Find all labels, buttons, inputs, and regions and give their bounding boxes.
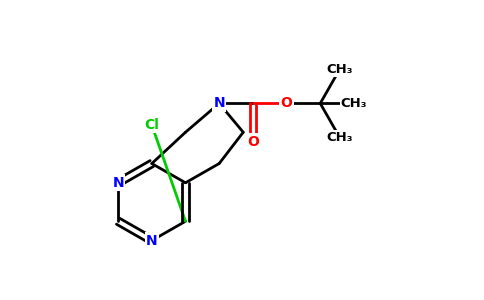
Text: CH₃: CH₃: [341, 97, 367, 110]
Text: O: O: [281, 96, 292, 110]
Text: N: N: [112, 176, 124, 190]
Text: CH₃: CH₃: [326, 130, 353, 144]
Text: N: N: [146, 233, 158, 248]
Text: O: O: [247, 135, 259, 149]
Text: CH₃: CH₃: [326, 63, 353, 76]
Text: N: N: [213, 96, 225, 110]
Text: Cl: Cl: [144, 118, 159, 132]
